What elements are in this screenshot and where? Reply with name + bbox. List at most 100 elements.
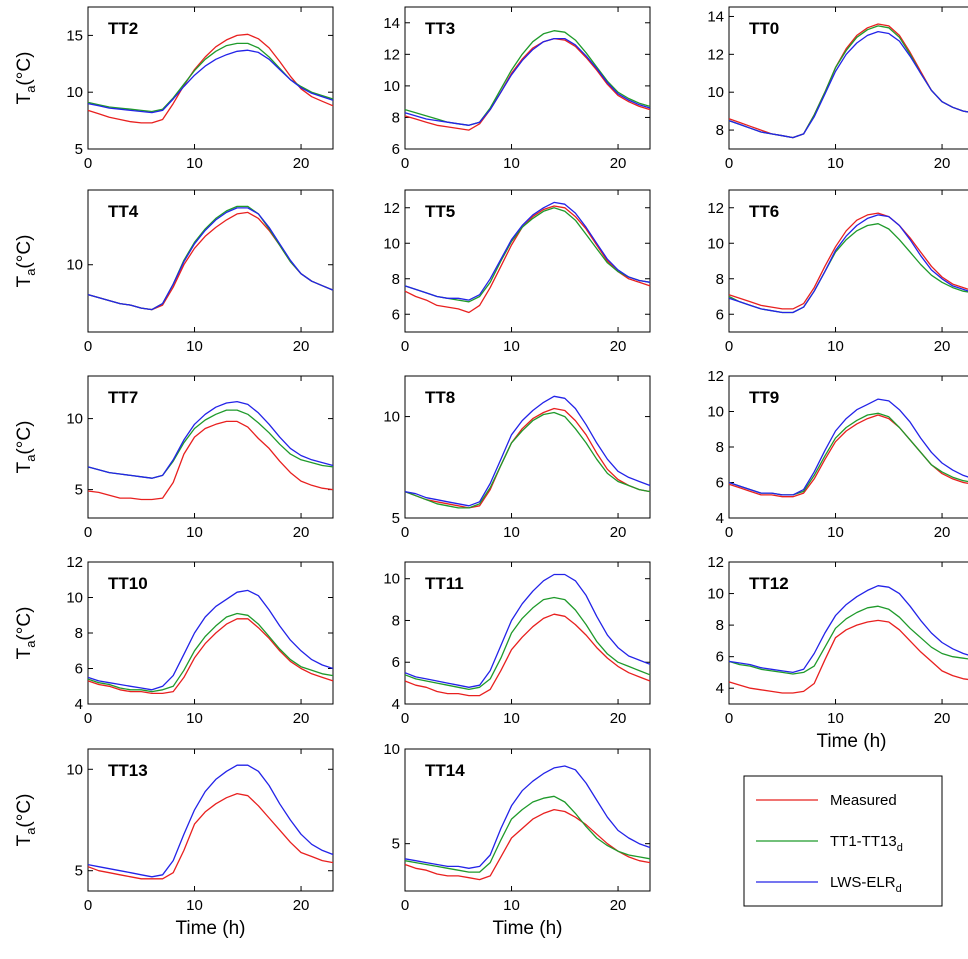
series-line-measured (87, 33, 334, 124)
y-tick-label: 6 (716, 475, 724, 492)
y-axis-label: Ta(°C) (14, 607, 38, 660)
y-tick-label: 10 (707, 586, 724, 603)
y-axis-label-main: T (14, 461, 35, 473)
y-tick-label: 10 (707, 84, 724, 101)
y-tick-label: 14 (383, 15, 400, 32)
y-tick-label: 4 (716, 680, 724, 697)
panel-title: TT12 (749, 574, 789, 593)
panel-tt5: 0 10 20 6 8 10 12 TT5 (383, 189, 651, 355)
series-line-lws-elrd (87, 589, 334, 691)
y-tick-label: 8 (392, 271, 400, 288)
y-axis-label-unit: (°C) (14, 52, 35, 86)
panel-title: TT10 (108, 574, 148, 593)
series-line-measured (87, 792, 334, 880)
y-tick-label: 4 (716, 510, 724, 527)
series-line-lws-elrd (87, 400, 334, 479)
panel-tt0: 0 10 20 8 10 12 14 TT0 (707, 6, 968, 172)
y-tick-label: 5 (75, 863, 83, 880)
y-axis-label: Ta(°C) (14, 794, 38, 847)
y-tick-label: 5 (75, 482, 83, 499)
x-tick-label: 10 (186, 155, 203, 172)
series-line-lws-elrd (728, 30, 968, 139)
x-tick-label: 10 (827, 524, 844, 541)
x-tick-label: 10 (503, 710, 520, 727)
x-tick-label: 0 (401, 155, 409, 172)
y-tick-label: 6 (392, 141, 400, 158)
x-tick-label: 10 (503, 897, 520, 914)
y-tick-label: 10 (383, 235, 400, 252)
panel-title: TT11 (425, 574, 464, 593)
panel-tt3: 0 10 20 6 8 10 12 14 TT3 (383, 6, 651, 172)
y-axis-label-sub: a (23, 268, 38, 276)
x-tick-label: 20 (934, 524, 951, 541)
y-axis-label-sub: a (23, 85, 38, 93)
y-tick-label: 5 (392, 836, 400, 853)
y-tick-label: 6 (716, 649, 724, 666)
y-tick-label: 8 (75, 625, 83, 642)
y-tick-label: 12 (707, 200, 724, 217)
x-tick-label: 10 (503, 524, 520, 541)
plot-frame (87, 375, 334, 519)
x-tick-label: 0 (401, 897, 409, 914)
x-axis-label: Time (h) (816, 731, 886, 752)
x-tick-label: 10 (186, 897, 203, 914)
x-tick-label: 0 (725, 710, 733, 727)
panel-title: TT9 (749, 388, 779, 407)
x-tick-label: 20 (934, 338, 951, 355)
series-line-measured (404, 205, 651, 314)
series-line-measured (728, 212, 968, 310)
legend-entry-sub: d (896, 883, 902, 895)
x-tick-label: 0 (725, 524, 733, 541)
y-tick-label: 8 (716, 439, 724, 456)
y-tick-label: 12 (66, 554, 83, 571)
series-line-lws-elrd (728, 214, 968, 314)
series-line-tt1-tt13d (404, 795, 651, 873)
x-tick-label: 20 (293, 155, 310, 172)
y-tick-label: 6 (716, 306, 724, 323)
legend-entry-text: Measured (830, 792, 897, 809)
y-axis-label: Ta(°C) (14, 52, 38, 105)
x-tick-label: 20 (934, 155, 951, 172)
x-tick-label: 0 (401, 710, 409, 727)
y-tick-label: 10 (66, 761, 83, 778)
y-axis-label: Ta(°C) (14, 235, 38, 288)
y-tick-label: 10 (707, 235, 724, 252)
y-tick-label: 8 (716, 617, 724, 634)
series-line-tt1-tt13d (87, 612, 334, 693)
panel-title: TT5 (425, 202, 455, 221)
x-tick-label: 10 (503, 155, 520, 172)
y-tick-label: 10 (66, 257, 83, 274)
x-tick-label: 20 (610, 710, 627, 727)
x-tick-label: 20 (610, 338, 627, 355)
x-tick-label: 0 (84, 524, 92, 541)
legend-entry-text: TT1-TT13 (830, 833, 897, 850)
y-axis-label-main: T (14, 834, 35, 846)
y-tick-label: 8 (392, 612, 400, 629)
x-tick-label: 20 (934, 710, 951, 727)
panel-tt7: 0 10 20 5 10 TT7 (66, 375, 334, 541)
panel-title: TT7 (108, 388, 138, 407)
series-line-tt1-tt13d (404, 596, 651, 691)
series-line-lws-elrd (404, 573, 651, 688)
x-tick-label: 0 (401, 524, 409, 541)
panel-tt11: 0 10 20 4 6 8 10 TT11 (383, 561, 651, 727)
y-tick-label: 6 (75, 661, 83, 678)
series-line-measured (728, 619, 968, 694)
x-tick-label: 10 (827, 710, 844, 727)
series-line-lws-elrd (404, 765, 651, 869)
plot-frame (87, 561, 334, 705)
y-tick-label: 8 (716, 122, 724, 139)
plot-frame (404, 6, 651, 150)
legend-entry-text: LWS-ELR (830, 874, 896, 891)
series-line-lws-elrd (404, 37, 651, 126)
panel-title: TT13 (108, 761, 148, 780)
series-line-measured (87, 420, 334, 501)
x-tick-label: 10 (827, 155, 844, 172)
series-line-lws-elrd (404, 201, 651, 301)
series-line-tt1-tt13d (404, 411, 651, 509)
y-tick-label: 10 (66, 84, 83, 101)
x-tick-label: 0 (84, 897, 92, 914)
panel-title: TT14 (425, 761, 465, 780)
